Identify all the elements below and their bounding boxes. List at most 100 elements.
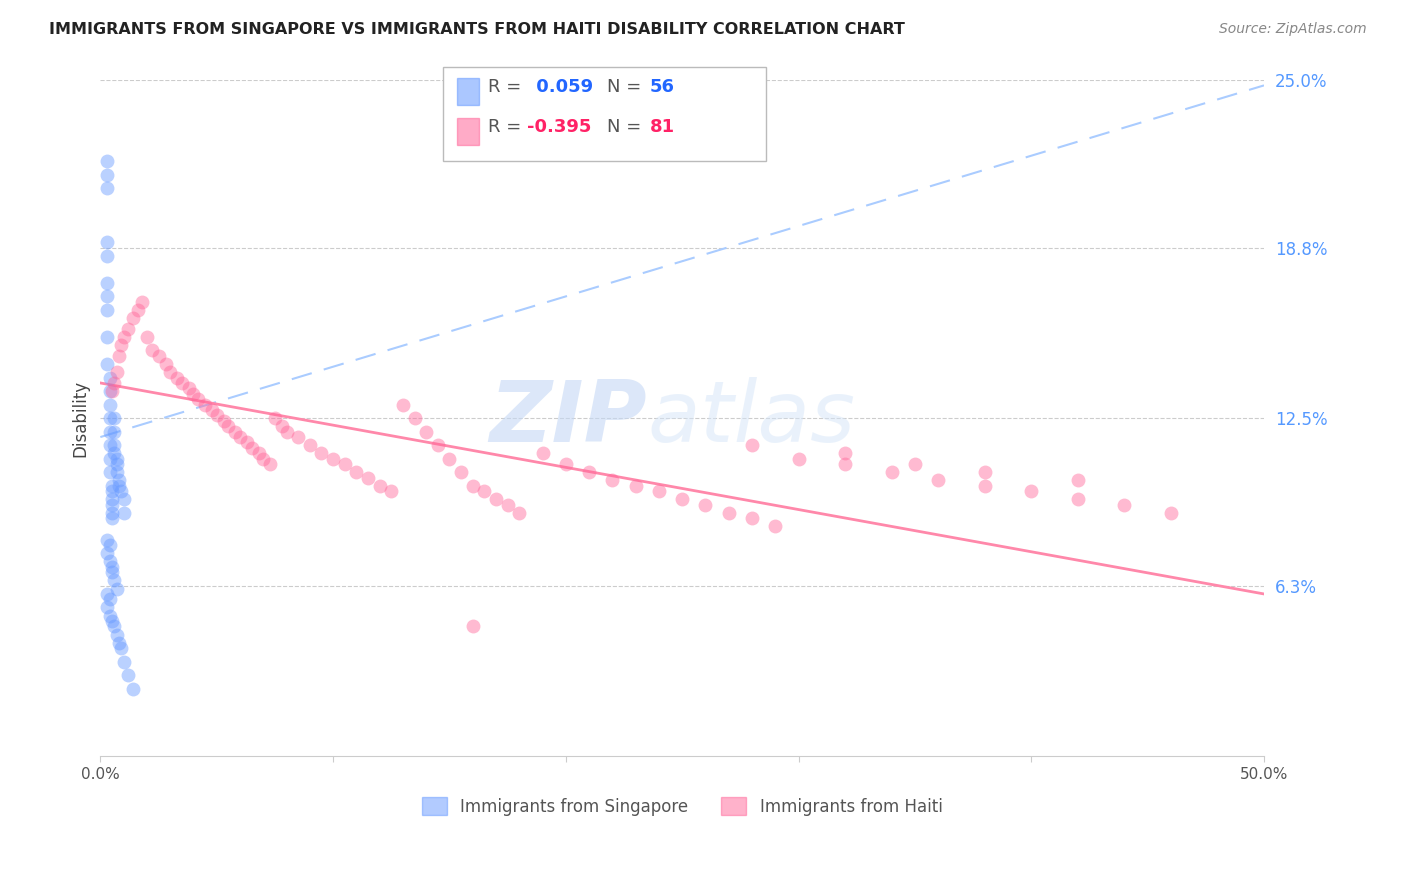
Point <box>101 560 124 574</box>
Point <box>108 635 131 649</box>
Point <box>741 438 763 452</box>
Point <box>98 592 121 607</box>
Point <box>96 330 118 344</box>
Point <box>96 154 118 169</box>
Point <box>170 376 193 390</box>
Point <box>96 235 118 250</box>
Point <box>112 330 135 344</box>
Point <box>183 386 205 401</box>
Point <box>508 506 530 520</box>
Point <box>624 479 647 493</box>
Text: R =: R = <box>488 78 527 96</box>
Point <box>101 498 124 512</box>
Point <box>177 381 200 395</box>
Text: -0.395: -0.395 <box>527 118 592 136</box>
Point <box>554 457 576 471</box>
Y-axis label: Disability: Disability <box>72 380 89 457</box>
Point <box>98 425 121 439</box>
Point <box>96 600 118 615</box>
Point <box>108 479 131 493</box>
Point <box>127 302 149 317</box>
Point <box>96 181 118 195</box>
Point <box>880 465 903 479</box>
Point <box>103 438 125 452</box>
Point <box>648 484 671 499</box>
Point <box>103 376 125 390</box>
Point <box>276 425 298 439</box>
Point <box>103 411 125 425</box>
Point <box>101 484 124 499</box>
Point <box>96 587 118 601</box>
Point <box>763 519 786 533</box>
Point <box>578 465 600 479</box>
Point <box>247 446 270 460</box>
Point <box>101 506 124 520</box>
Point <box>439 451 461 466</box>
Point <box>1019 484 1042 499</box>
Point <box>240 441 263 455</box>
Point <box>105 627 128 641</box>
Point <box>105 451 128 466</box>
Point <box>141 343 163 358</box>
Point <box>602 473 624 487</box>
Point <box>96 168 118 182</box>
Point <box>205 409 228 423</box>
Point <box>101 479 124 493</box>
Text: ZIP: ZIP <box>489 376 647 459</box>
Point <box>973 479 995 493</box>
Point <box>741 511 763 525</box>
Point <box>229 430 252 444</box>
Point <box>103 619 125 633</box>
Point <box>392 398 415 412</box>
Point <box>333 457 356 471</box>
Point <box>96 276 118 290</box>
Point <box>368 479 391 493</box>
Text: N =: N = <box>607 118 647 136</box>
Point <box>110 338 132 352</box>
Point <box>344 465 367 479</box>
Point <box>108 349 131 363</box>
Point <box>426 438 449 452</box>
Point <box>98 398 121 412</box>
Point <box>1114 498 1136 512</box>
Point <box>496 498 519 512</box>
Point <box>201 403 224 417</box>
Point <box>105 457 128 471</box>
Point <box>927 473 949 487</box>
Point <box>485 492 508 507</box>
Point <box>110 484 132 499</box>
Point <box>461 619 484 633</box>
Point <box>96 546 118 560</box>
Point <box>311 446 333 460</box>
Text: 0.059: 0.059 <box>530 78 593 96</box>
Point <box>96 302 118 317</box>
Point <box>259 457 281 471</box>
Point <box>159 365 181 379</box>
Point <box>98 608 121 623</box>
Point <box>264 411 287 425</box>
Text: IMMIGRANTS FROM SINGAPORE VS IMMIGRANTS FROM HAITI DISABILITY CORRELATION CHART: IMMIGRANTS FROM SINGAPORE VS IMMIGRANTS … <box>49 22 905 37</box>
Text: N =: N = <box>607 78 647 96</box>
Point <box>117 668 139 682</box>
Point <box>322 451 344 466</box>
Point <box>155 357 177 371</box>
Point <box>96 289 118 303</box>
Point <box>108 473 131 487</box>
Point <box>217 419 239 434</box>
Point <box>194 398 217 412</box>
Point <box>270 419 292 434</box>
Point <box>1067 473 1090 487</box>
Point <box>110 641 132 656</box>
Point <box>415 425 437 439</box>
Point <box>131 294 153 309</box>
Point <box>98 554 121 568</box>
Point <box>98 370 121 384</box>
Point <box>287 430 309 444</box>
Point <box>103 425 125 439</box>
Point <box>1160 506 1182 520</box>
Text: 56: 56 <box>650 78 675 96</box>
Point <box>252 451 274 466</box>
Text: Source: ZipAtlas.com: Source: ZipAtlas.com <box>1219 22 1367 37</box>
Text: R =: R = <box>488 118 527 136</box>
Point <box>101 492 124 507</box>
